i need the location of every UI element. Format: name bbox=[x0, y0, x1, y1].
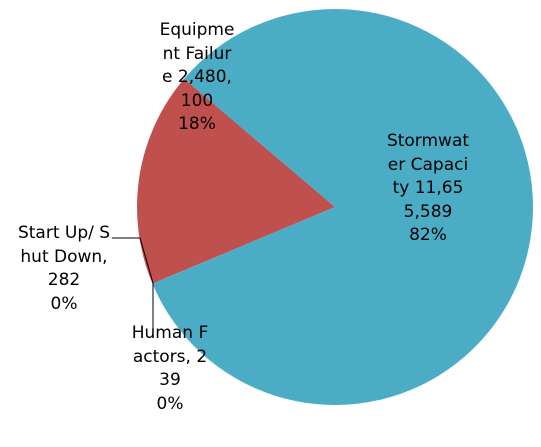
label-name: Human Factors, bbox=[131, 323, 209, 367]
data-label: Equipment Failure 2,480,100 18% bbox=[158, 19, 236, 137]
pie-slice bbox=[152, 8, 533, 405]
label-pct: 18% bbox=[178, 114, 216, 134]
data-label: Start Up/ Shut Down, 282 0% bbox=[14, 222, 114, 316]
label-name: Stormwater Capacity bbox=[386, 131, 470, 198]
data-label: Stormwater Capacity 11,655,589 82% bbox=[386, 130, 470, 248]
label-name: Equipment Failure bbox=[159, 20, 235, 87]
label-pct: 82% bbox=[409, 225, 447, 245]
label-val: 239 bbox=[159, 346, 208, 391]
pie-slice bbox=[152, 207, 335, 284]
label-pct: 0% bbox=[156, 393, 184, 414]
label-name: Start Up/ Shut Down, bbox=[17, 223, 111, 267]
data-label: Human Factors, 239 0% bbox=[130, 322, 210, 416]
pie-slice bbox=[137, 78, 335, 284]
label-val: 11,655,589 bbox=[403, 178, 464, 222]
pie-slice bbox=[152, 207, 335, 284]
label-val: 282 bbox=[47, 270, 81, 290]
label-pct: 0% bbox=[50, 293, 78, 314]
leader-line bbox=[112, 237, 154, 284]
label-val: 2,480,100 bbox=[177, 67, 232, 111]
